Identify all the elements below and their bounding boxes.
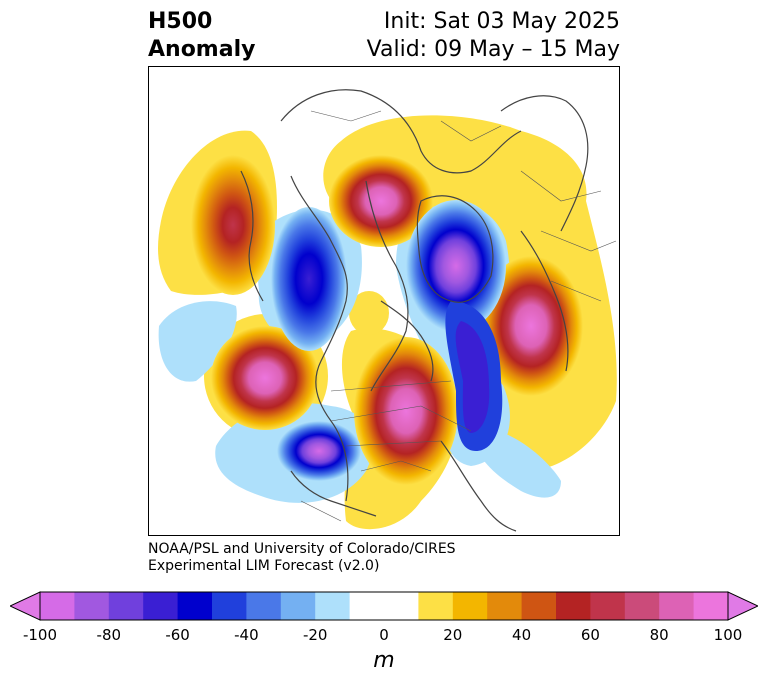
- anomaly-map-svg: [158, 89, 617, 532]
- credit-line-2: Experimental LIM Forecast (v2.0): [148, 558, 380, 574]
- colorbar-bin: [212, 592, 247, 620]
- colorbar: [10, 591, 758, 621]
- colorbar-unit: m: [373, 648, 395, 673]
- colorbar-tick-label: 0: [379, 626, 389, 644]
- colorbar-tick-label: 80: [649, 626, 669, 644]
- anomaly-map: [148, 66, 620, 536]
- colorbar-bin: [590, 592, 626, 620]
- colorbar-bin: [74, 592, 110, 620]
- colorbar-bin: [556, 592, 591, 620]
- positive-center-siberia: [479, 256, 583, 396]
- colorbar-bin: [452, 592, 488, 620]
- colorbar-tick-label: -20: [302, 626, 328, 644]
- colorbar-bin: [40, 592, 75, 620]
- colorbar-bin: [177, 592, 213, 620]
- coastlines: [240, 89, 589, 532]
- positive-center-arctic: [329, 155, 433, 247]
- positive-center-pacific: [191, 155, 275, 295]
- colorbar-bin: [487, 592, 523, 620]
- map-title: H500 Anomaly: [148, 8, 255, 64]
- negative-center-greenland: [406, 200, 506, 332]
- colorbar-tick-label: 40: [512, 626, 532, 644]
- forecast-dates: Init: Sat 03 May 2025 Valid: 09 May – 15…: [367, 8, 620, 64]
- positive-center-hawaii: [211, 326, 319, 430]
- colorbar-tick-label: -100: [22, 626, 58, 644]
- colorbar-bin: [624, 592, 660, 620]
- field-name: H500: [148, 9, 213, 34]
- negative-center-mexico: [277, 421, 361, 481]
- colorbar-tick-label: -80: [96, 626, 122, 644]
- negative-trough-core: [455, 321, 490, 433]
- valid-range: Valid: 09 May – 15 May: [366, 37, 620, 62]
- colorbar-outline: [39, 591, 729, 621]
- colorbar-bin: [108, 592, 144, 620]
- colorbar-over-arrow: [727, 591, 758, 621]
- colorbar-tick-label: 60: [580, 626, 600, 644]
- credit-text: NOAA/PSL and University of Colorado/CIRE…: [148, 541, 456, 575]
- colorbar-tick-label: 100: [713, 626, 743, 644]
- colorbar-tick-label: 20: [443, 626, 463, 644]
- credit-line-1: NOAA/PSL and University of Colorado/CIRE…: [148, 541, 456, 557]
- colorbar-bin: [659, 592, 695, 620]
- colorbar-bin: [315, 592, 351, 620]
- colorbar-bin: [143, 592, 179, 620]
- colorbar-bin: [521, 592, 557, 620]
- colorbar-bin: [693, 592, 729, 620]
- colorbar-bin: [418, 592, 454, 620]
- colorbar-tick-label: -60: [165, 626, 190, 644]
- political-borders: [300, 110, 617, 522]
- colorbar-bins: [40, 592, 729, 620]
- field-subtitle: Anomaly: [148, 37, 256, 62]
- colorbar-bin: [246, 592, 282, 620]
- init-date: Init: Sat 03 May 2025: [383, 9, 620, 34]
- colorbar-bin: [280, 592, 316, 620]
- colorbar-tick-label: -40: [234, 626, 259, 644]
- negative-center-westcoast: [271, 207, 347, 351]
- colorbar-bin: [384, 592, 419, 620]
- colorbar-bin: [349, 592, 385, 620]
- colorbar-under-arrow: [10, 591, 41, 621]
